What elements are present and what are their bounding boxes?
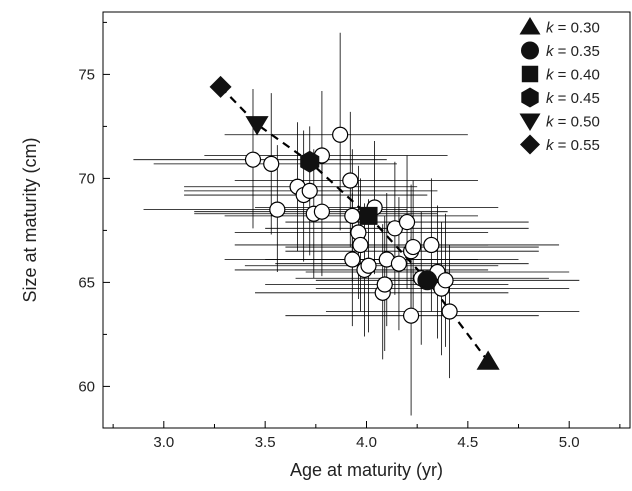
legend-label: k = 0.50 [546, 114, 600, 131]
observation-point [269, 201, 286, 218]
y-tick-label: 70 [78, 170, 95, 187]
x-tick-label: 5.0 [559, 434, 580, 451]
observation-point [332, 126, 349, 143]
y-axis-ticks: 60 65 70 75 [78, 21, 110, 395]
model-point-diamond [209, 75, 232, 98]
observation-point [344, 207, 361, 224]
x-tick-label: 4.5 [457, 434, 478, 451]
legend-label: k = 0.40 [546, 67, 600, 84]
observation-point [402, 307, 420, 324]
y-tick-label: 60 [78, 378, 95, 395]
observation-point [342, 172, 359, 189]
x-tick-label: 3.5 [255, 434, 276, 451]
legend: k = 0.30 k = 0.35 k = 0.40 k = 0.45 k = 0.50… [519, 17, 600, 155]
observation-point [244, 151, 262, 168]
model-point-square [359, 206, 378, 225]
observation-point [313, 203, 331, 220]
model-point-triangle-down [245, 116, 269, 136]
model-point-hexagon [300, 150, 320, 173]
y-tick-label: 65 [78, 274, 95, 291]
x-tick-label: 4.0 [356, 434, 377, 451]
observation-point [405, 238, 422, 256]
observation-point [263, 155, 280, 172]
observation-point [423, 236, 440, 254]
observation-point [360, 257, 377, 274]
observation-point [437, 272, 454, 289]
observation-point [352, 236, 369, 254]
error-bars [133, 32, 580, 416]
legend-label: k = 0.45 [546, 90, 600, 107]
legend-marker-diamond [520, 134, 540, 155]
y-tick-label: 75 [78, 66, 95, 83]
x-tick-label: 3.0 [153, 434, 174, 451]
model-points [209, 75, 500, 370]
legend-marker-triangle-up [519, 17, 541, 35]
legend-marker-square [521, 65, 539, 83]
observation-point [390, 255, 408, 272]
observation-point [376, 276, 393, 293]
x-axis-ticks: 3.0 3.5 4.0 4.5 5.0 [112, 421, 621, 451]
legend-label: k = 0.30 [546, 20, 600, 37]
legend-marker-circle [521, 41, 539, 60]
x-axis-title: Age at maturity (yr) [290, 460, 443, 480]
legend-label: k = 0.55 [546, 137, 600, 154]
model-point-circle [417, 270, 438, 291]
observation-point [301, 182, 318, 199]
observation-point [344, 251, 361, 268]
legend-marker-triangle-down [519, 113, 541, 131]
legend-marker-hexagon [521, 87, 539, 108]
observation-point [398, 213, 416, 231]
y-axis-title: Size at maturity (cm) [20, 137, 40, 302]
legend-label: k = 0.35 [546, 43, 600, 60]
observation-point [441, 303, 458, 320]
model-point-triangle-up [476, 350, 500, 370]
